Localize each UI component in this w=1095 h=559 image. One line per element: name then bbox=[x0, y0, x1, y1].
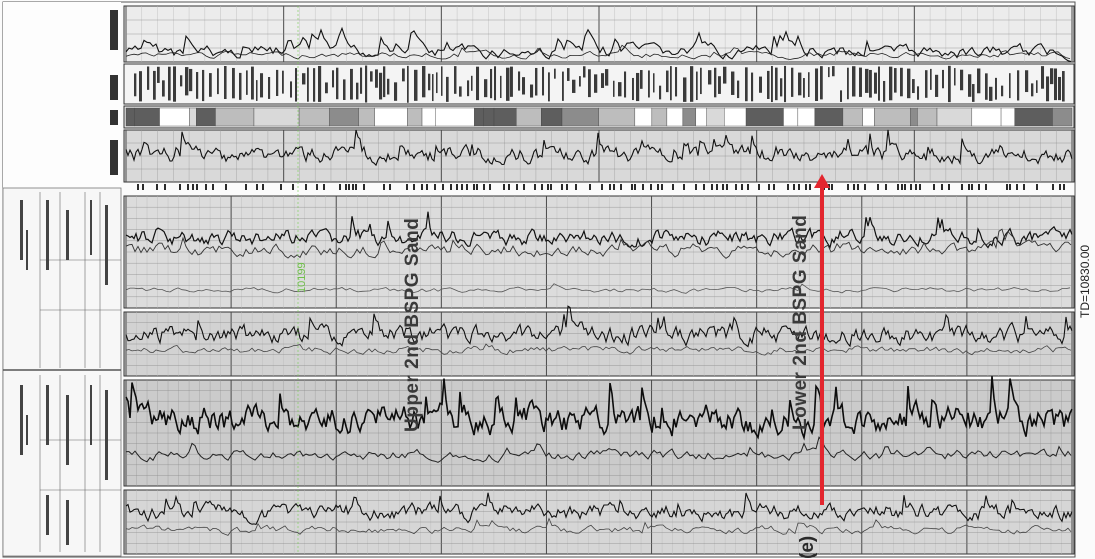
log-panel-gamma bbox=[123, 305, 1075, 377]
mudlog-track-rop bbox=[123, 129, 1075, 183]
clipped-bottom-text: (e) bbox=[797, 535, 818, 559]
lower-sand-label: Lower 2nd BSPG Sand bbox=[790, 214, 811, 430]
mudlog-track-lithology-column bbox=[123, 105, 1075, 129]
log-panel-sonic bbox=[123, 489, 1075, 555]
depth-tick-row bbox=[137, 184, 1065, 190]
upper-sand-label: Upper 2nd BSPG Sand bbox=[402, 217, 423, 432]
depth-marker-label: 10199 bbox=[296, 262, 308, 293]
mudlog-track-lithology-text bbox=[123, 63, 1075, 105]
header-panel bbox=[2, 2, 122, 557]
mudlog-track-gas bbox=[123, 5, 1075, 63]
total-depth-label: TD=10830.00 bbox=[1078, 244, 1092, 318]
red-marker-arrow bbox=[814, 174, 830, 505]
log-panel-resistivity bbox=[123, 195, 1075, 309]
log-panel-porosity bbox=[123, 376, 1075, 487]
